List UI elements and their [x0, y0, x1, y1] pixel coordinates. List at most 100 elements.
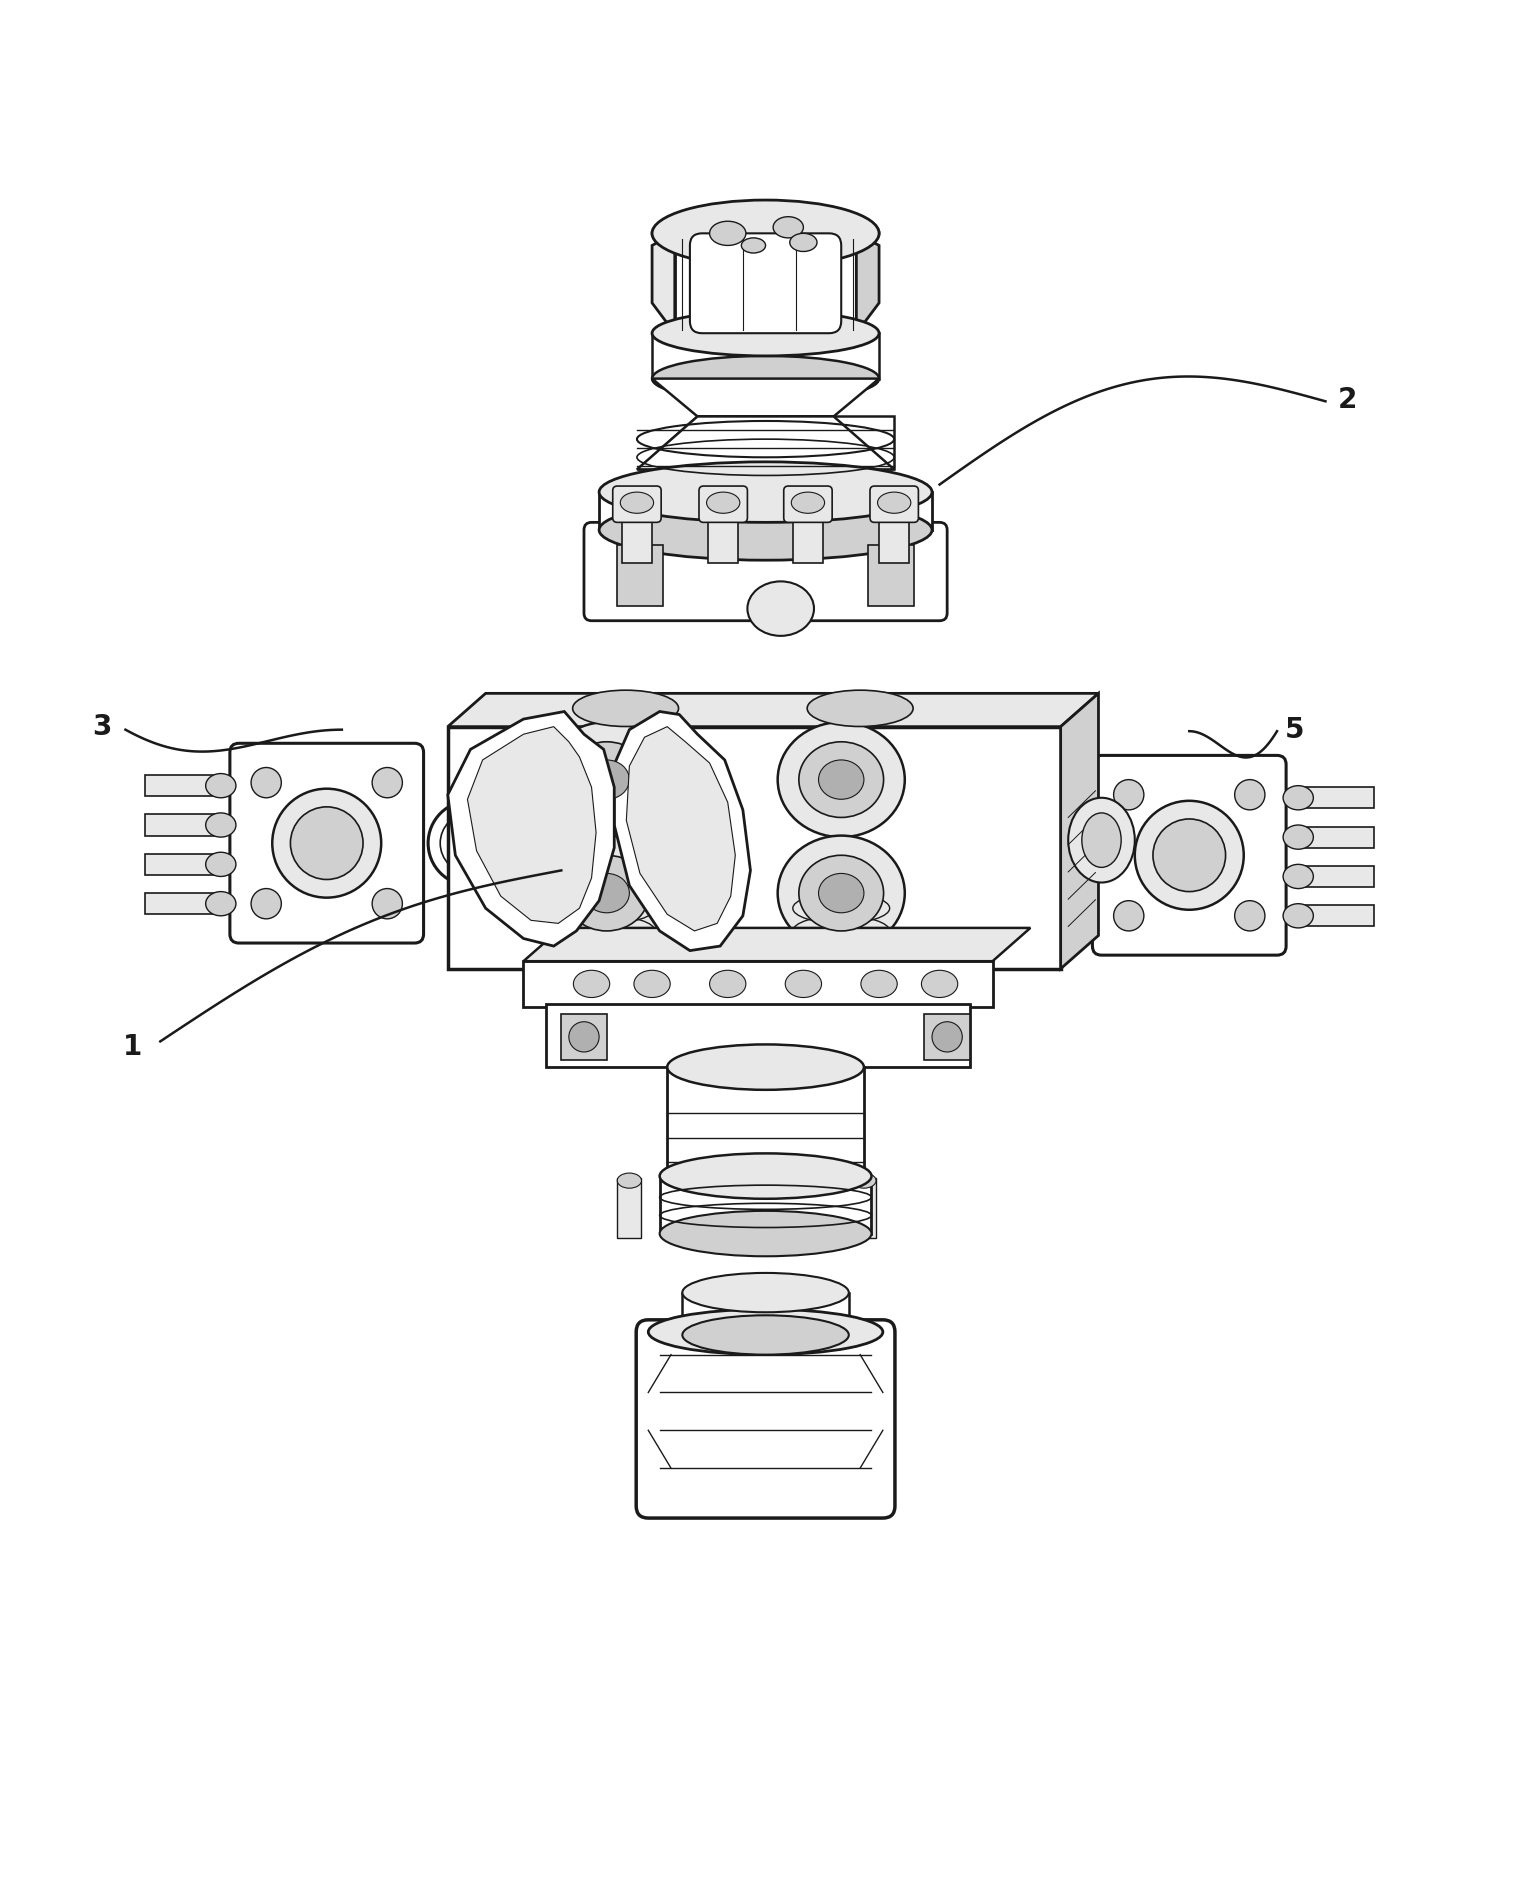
Bar — [447, 726, 1061, 969]
Polygon shape — [857, 233, 879, 334]
Ellipse shape — [709, 221, 746, 246]
Ellipse shape — [667, 1158, 864, 1203]
Ellipse shape — [685, 1173, 709, 1188]
Ellipse shape — [568, 1021, 599, 1051]
Ellipse shape — [682, 1316, 849, 1355]
Ellipse shape — [206, 852, 236, 877]
Ellipse shape — [371, 768, 402, 798]
Ellipse shape — [709, 970, 746, 997]
Ellipse shape — [741, 238, 766, 253]
FancyBboxPatch shape — [612, 486, 661, 522]
FancyBboxPatch shape — [699, 486, 747, 522]
Ellipse shape — [1135, 801, 1243, 910]
Bar — [146, 815, 221, 835]
Ellipse shape — [819, 760, 864, 800]
FancyBboxPatch shape — [870, 486, 919, 522]
Bar — [925, 1014, 970, 1059]
Bar — [1298, 826, 1373, 848]
Bar — [523, 961, 993, 1006]
Ellipse shape — [1114, 779, 1145, 809]
Ellipse shape — [573, 970, 609, 997]
Polygon shape — [675, 233, 857, 334]
Bar — [682, 1293, 849, 1335]
Ellipse shape — [652, 201, 879, 267]
Bar — [869, 544, 914, 606]
Ellipse shape — [1114, 901, 1145, 931]
Ellipse shape — [1234, 901, 1264, 931]
FancyBboxPatch shape — [690, 233, 841, 334]
Bar — [852, 1177, 876, 1239]
Ellipse shape — [599, 462, 932, 522]
Polygon shape — [652, 334, 879, 379]
Ellipse shape — [371, 888, 402, 920]
Ellipse shape — [784, 1173, 808, 1188]
Ellipse shape — [807, 691, 913, 726]
FancyBboxPatch shape — [584, 522, 948, 621]
Polygon shape — [1061, 693, 1099, 969]
Polygon shape — [447, 711, 614, 946]
FancyBboxPatch shape — [230, 743, 423, 942]
Ellipse shape — [659, 1211, 872, 1256]
Bar — [659, 1177, 872, 1233]
Ellipse shape — [584, 760, 629, 800]
Ellipse shape — [564, 741, 649, 818]
Text: 5: 5 — [1284, 715, 1304, 743]
Ellipse shape — [1283, 903, 1313, 927]
Bar — [561, 1014, 606, 1059]
Text: 3: 3 — [92, 713, 112, 741]
Ellipse shape — [852, 1173, 876, 1188]
Ellipse shape — [573, 691, 679, 726]
FancyBboxPatch shape — [784, 486, 832, 522]
Ellipse shape — [206, 773, 236, 798]
Polygon shape — [626, 726, 735, 931]
Ellipse shape — [706, 492, 740, 512]
Ellipse shape — [634, 970, 670, 997]
Ellipse shape — [1283, 826, 1313, 848]
Polygon shape — [467, 726, 596, 923]
Ellipse shape — [778, 835, 905, 950]
Ellipse shape — [652, 203, 879, 263]
Ellipse shape — [252, 888, 282, 920]
Ellipse shape — [922, 970, 958, 997]
Ellipse shape — [273, 788, 381, 897]
Ellipse shape — [667, 1044, 864, 1091]
Bar — [793, 514, 823, 563]
Bar — [546, 1004, 970, 1068]
Ellipse shape — [790, 233, 817, 252]
Ellipse shape — [1234, 779, 1264, 809]
Ellipse shape — [206, 892, 236, 916]
FancyBboxPatch shape — [1093, 755, 1286, 955]
FancyBboxPatch shape — [637, 1320, 894, 1518]
Polygon shape — [447, 693, 1099, 726]
Ellipse shape — [799, 856, 884, 931]
Ellipse shape — [620, 492, 653, 512]
Ellipse shape — [652, 310, 879, 357]
Ellipse shape — [252, 768, 282, 798]
Bar — [1298, 905, 1373, 927]
Text: 2: 2 — [1337, 387, 1357, 413]
Ellipse shape — [785, 970, 822, 997]
Bar — [146, 893, 221, 914]
Ellipse shape — [791, 492, 825, 512]
Text: 1: 1 — [123, 1034, 141, 1062]
Bar — [146, 775, 221, 796]
Ellipse shape — [599, 499, 932, 559]
Ellipse shape — [819, 873, 864, 912]
Polygon shape — [637, 417, 894, 469]
Bar — [708, 514, 738, 563]
Ellipse shape — [206, 813, 236, 837]
Polygon shape — [652, 233, 675, 334]
Ellipse shape — [799, 741, 884, 818]
Ellipse shape — [932, 1021, 963, 1051]
Polygon shape — [599, 492, 932, 529]
Bar — [622, 514, 652, 563]
Bar — [667, 1068, 864, 1181]
Ellipse shape — [1283, 863, 1313, 888]
Ellipse shape — [1283, 786, 1313, 809]
Ellipse shape — [617, 1173, 641, 1188]
Bar — [784, 1177, 808, 1239]
Ellipse shape — [564, 856, 649, 931]
Ellipse shape — [652, 357, 879, 402]
Ellipse shape — [878, 492, 911, 512]
Bar — [1298, 786, 1373, 809]
